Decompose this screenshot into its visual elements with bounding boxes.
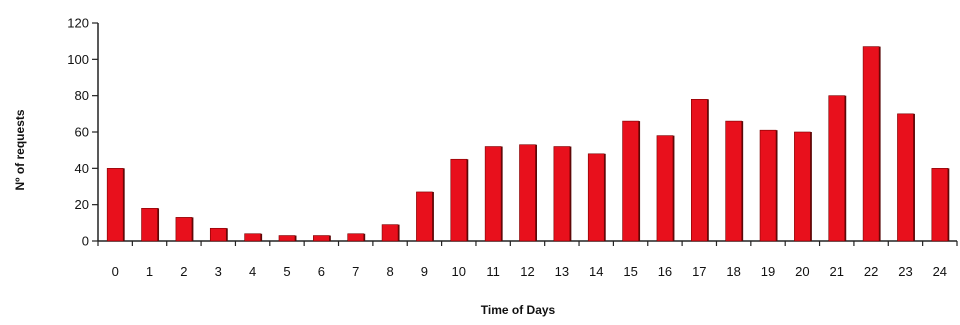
x-tick-label: 4 — [249, 264, 256, 279]
bar — [347, 233, 365, 242]
bar — [897, 113, 914, 242]
bar — [519, 144, 536, 242]
x-tick-label: 24 — [933, 264, 947, 279]
x-tick-label: 19 — [761, 264, 775, 279]
x-tick-label: 11 — [486, 264, 500, 279]
x-tick-label: 9 — [421, 264, 428, 279]
bar — [553, 146, 571, 242]
x-tick-label: 15 — [623, 264, 637, 279]
y-axis-title: Nº of requests — [13, 109, 27, 190]
bar — [141, 208, 158, 242]
bar — [416, 191, 433, 242]
bar — [209, 227, 227, 242]
x-tick-label: 23 — [898, 264, 912, 279]
y-tick-label: 80 — [75, 88, 89, 103]
bars — [106, 46, 950, 242]
bar — [244, 233, 261, 242]
y-tick-label: 20 — [75, 197, 89, 212]
bar — [794, 131, 811, 242]
y-tick-label: 100 — [67, 52, 89, 67]
y-tick-label: 60 — [75, 125, 89, 140]
x-tick-label: 6 — [318, 264, 325, 279]
bar — [313, 235, 330, 242]
y-tick-label: 0 — [82, 234, 89, 249]
bar — [759, 129, 777, 242]
x-tick-label: 8 — [386, 264, 393, 279]
y-tick-label: 120 — [67, 16, 89, 31]
y-axis-ticks: 0 20 40 60 80 100 120 — [67, 16, 98, 249]
bar — [175, 217, 193, 242]
bar — [381, 224, 399, 242]
bar — [656, 135, 674, 242]
x-tick-label: 16 — [658, 264, 672, 279]
y-tick-label: 40 — [75, 161, 89, 176]
x-tick-label: 12 — [520, 264, 534, 279]
x-tick-label: 17 — [692, 264, 706, 279]
x-tick-label: 0 — [112, 264, 119, 279]
bar — [484, 146, 502, 242]
bar — [278, 235, 296, 242]
bar — [587, 153, 605, 242]
x-tick-label: 2 — [180, 264, 187, 279]
x-tick-label: 5 — [283, 264, 290, 279]
x-tick-label: 13 — [555, 264, 569, 279]
bar — [828, 95, 846, 242]
x-tick-label: 14 — [589, 264, 603, 279]
bar — [862, 46, 880, 242]
x-tick-label: 3 — [215, 264, 222, 279]
bar — [450, 158, 468, 242]
bar — [725, 120, 742, 242]
x-tick-label: 18 — [726, 264, 740, 279]
x-axis-title: Time of Days — [481, 303, 556, 317]
x-tick-label: 21 — [830, 264, 844, 279]
bar — [690, 99, 708, 242]
x-tick-label: 20 — [795, 264, 809, 279]
x-tick-label: 22 — [864, 264, 878, 279]
x-axis-ticks: 0 1 2 3 4 5 6 7 8 9 10 11 12 13 14 15 16 17 18 19 20 21 22 23 24 — [97, 241, 958, 279]
bar — [931, 168, 949, 242]
bar — [106, 168, 124, 242]
x-tick-label: 10 — [452, 264, 466, 279]
bar — [622, 120, 639, 242]
x-tick-label: 1 — [146, 264, 153, 279]
x-tick-label: 7 — [352, 264, 359, 279]
